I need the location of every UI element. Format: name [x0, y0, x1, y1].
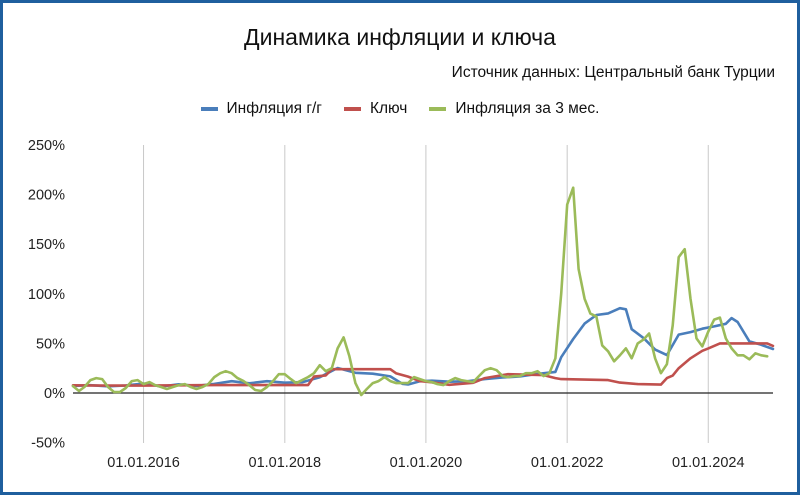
series-line-inflation-3m — [71, 186, 769, 397]
y-tick-label: 50% — [36, 336, 65, 352]
x-tick-label: 01.01.2016 — [107, 455, 180, 471]
x-tick-label: 01.01.2020 — [390, 455, 463, 471]
y-tick-label: -50% — [31, 436, 65, 452]
legend-item-inflation-3m: Инфляция за 3 мес. — [429, 100, 599, 118]
legend-item-key-rate: Ключ — [343, 100, 408, 118]
x-tick-label: 01.01.2024 — [672, 455, 745, 471]
x-tick-label: 01.01.2022 — [531, 455, 604, 471]
legend-item-inflation-yoy: Инфляция г/г — [200, 100, 322, 118]
x-tick-label: 01.01.2018 — [249, 455, 322, 471]
legend-label-inflation-3m: Инфляция за 3 мес. — [455, 100, 600, 117]
series-line-inflation-yoy — [71, 306, 775, 388]
legend-label-inflation-yoy: Инфляция г/г — [226, 100, 322, 117]
y-tick-label: 250% — [28, 138, 65, 154]
y-tick-label: 200% — [28, 188, 65, 204]
chart-title: Динамика инфляции и ключа — [244, 24, 556, 50]
y-tick-label: 0% — [44, 386, 65, 402]
y-tick-label: 100% — [28, 287, 65, 303]
chart-subtitle: Источник данных: Центральный банк Турции — [451, 64, 775, 81]
y-tick-label: 150% — [28, 237, 65, 253]
chart-legend: Инфляция г/г Ключ Инфляция за 3 мес. — [0, 100, 800, 118]
series-line-key-rate — [71, 342, 775, 387]
legend-swatch-inflation-3m — [429, 107, 447, 111]
legend-label-key-rate: Ключ — [369, 100, 408, 117]
legend-swatch-key-rate — [343, 107, 361, 111]
legend-swatch-inflation-yoy — [200, 107, 218, 111]
